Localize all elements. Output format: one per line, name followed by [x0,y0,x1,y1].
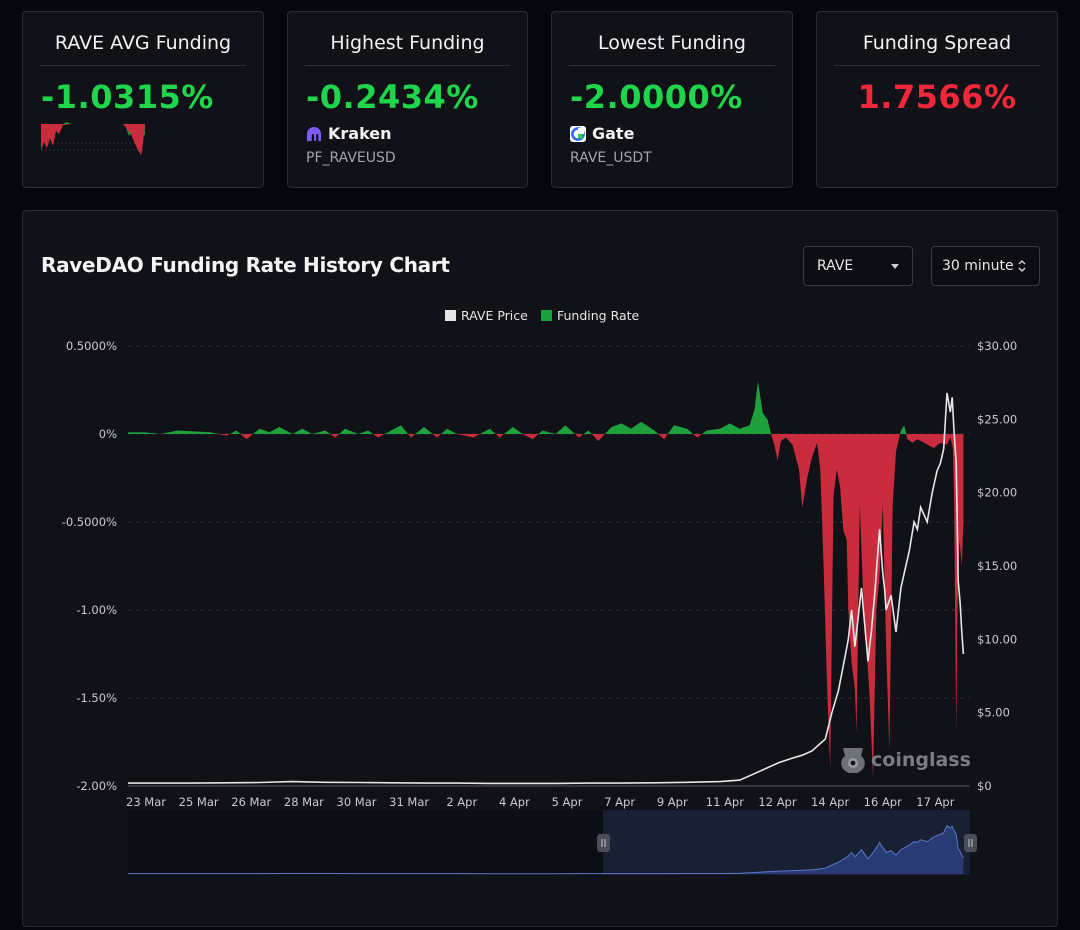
lowest-funding-card: Lowest Funding -2.0000% Gate RAVE_USDT [551,11,793,188]
exchange-label: Gate [592,124,635,143]
x-tick-label: 2 Apr [446,795,477,809]
x-tick-label: 9 Apr [657,795,688,809]
x-tick-label: 11 Apr [706,795,744,809]
y-left-tick-label: -1.00% [76,603,117,617]
x-tick-label: 14 Apr [811,795,849,809]
symbol-label: PF_RAVEUSD [306,150,396,166]
y-right-tick-label: $5.00 [977,706,1010,720]
y-right-tick-label: $20.00 [977,486,1017,500]
y-left-tick-label: 0% [99,427,117,441]
chevron-down-icon [891,264,899,269]
navigator-left-handle[interactable] [597,834,610,852]
funding-negative-area [128,434,964,778]
price-line [128,392,965,785]
avg-funding-card: RAVE AVG Funding -1.0315% [22,11,264,188]
legend-funding-swatch [541,310,552,321]
navigator-right-handle[interactable] [964,834,977,852]
card-title: Highest Funding [305,32,510,66]
y-right-tick-label: $15.00 [977,559,1017,573]
up-down-chevron-icon [1018,259,1026,273]
y-left-tick-label: 0.5000% [66,339,117,353]
card-title: RAVE AVG Funding [40,32,246,66]
x-tick-label: 16 Apr [864,795,902,809]
y-right-tick-label: $30.00 [977,339,1017,353]
symbol-label: RAVE_USDT [570,150,652,166]
navigator-price-line [128,825,964,875]
coinglass-watermark: coinglass [841,748,971,773]
y-right-tick-label: $25.00 [977,412,1017,426]
highest-funding-card: Highest Funding -0.2434% Kraken PF_RAVEU… [287,11,528,188]
mini-funding-sparkline [41,122,145,155]
x-tick-label: 7 Apr [604,795,635,809]
x-tick-label: 17 Apr [916,795,954,809]
chart-title: RaveDAO Funding Rate History Chart [41,253,450,277]
kraken-icon [307,126,321,141]
watermark-text: coinglass [871,749,971,771]
coin-select-value: RAVE [817,258,854,274]
funding-positive-area [128,381,964,434]
coin-select[interactable]: RAVE [803,246,913,286]
gate-icon [570,125,586,142]
interval-select-value: 30 minute [942,258,1014,274]
x-tick-label: 30 Mar [337,795,377,809]
y-left-tick-label: -2.00% [76,779,117,793]
coinglass-logo-icon [841,748,865,773]
legend: RAVE Price Funding Rate [445,308,640,323]
card-title: Lowest Funding [569,32,775,66]
y-right-tick-label: $10.00 [977,632,1017,646]
card-value: -2.0000% [570,78,743,116]
exchange-name: Kraken [306,124,392,143]
exchange-label: Kraken [328,124,392,143]
y-left-tick-label: -1.50% [76,691,117,705]
legend-price-swatch [445,310,456,321]
funding-spread-card: Funding Spread 1.7566% [816,11,1058,188]
x-tick-label: 31 Mar [389,795,429,809]
x-tick-label: 12 Apr [758,795,796,809]
exchange-name: Gate [570,124,634,143]
range-navigator[interactable] [128,810,977,875]
x-tick-label: 26 Mar [231,795,271,809]
navigator-price-area [128,825,964,874]
x-tick-label: 4 Apr [499,795,530,809]
x-tick-label: 5 Apr [552,795,583,809]
y-right-tick-label: $0 [977,779,992,793]
legend-price-label[interactable]: RAVE Price [461,308,528,323]
card-value: -1.0315% [41,78,214,116]
legend-funding-label[interactable]: Funding Rate [557,308,640,323]
x-tick-label: 28 Mar [284,795,324,809]
x-tick-label: 23 Mar [126,795,166,809]
y-left-tick-label: -0.5000% [62,515,117,529]
x-tick-label: 25 Mar [179,795,219,809]
card-value: 1.7566% [857,78,1017,116]
card-value: -0.2434% [306,78,479,116]
card-title: Funding Spread [834,32,1040,66]
interval-select[interactable]: 30 minute [931,246,1040,286]
